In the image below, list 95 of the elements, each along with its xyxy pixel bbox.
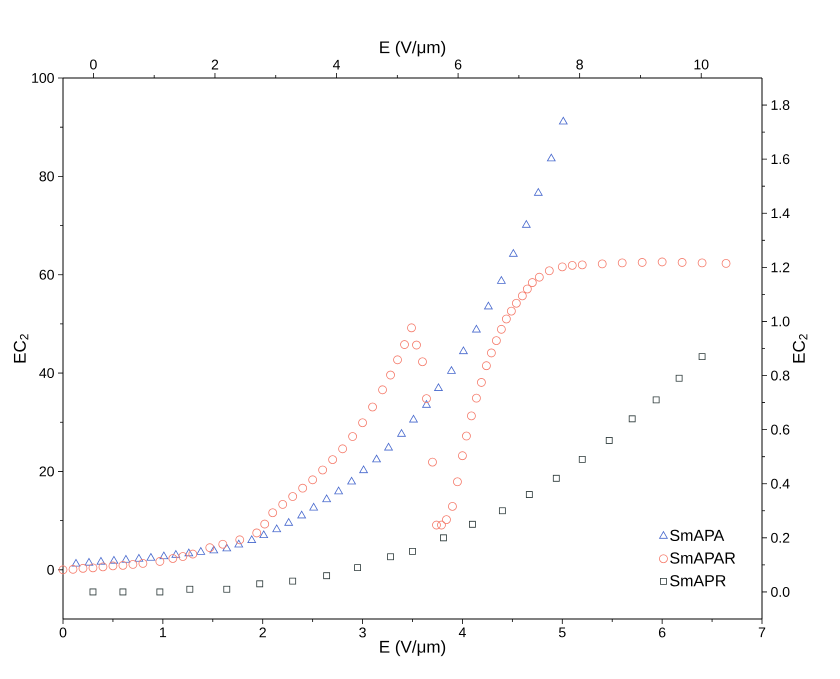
y2-axis-title: EC$_{2}$ xyxy=(792,334,808,362)
point xyxy=(90,588,96,596)
point xyxy=(384,442,393,450)
point xyxy=(186,586,194,593)
point xyxy=(122,555,130,563)
y-axis-title: EC$_{2}$ xyxy=(14,334,28,362)
legend-label: SmAPAR xyxy=(670,552,736,564)
point xyxy=(322,494,331,502)
x-tick-label: 5 xyxy=(558,628,566,638)
point xyxy=(698,353,706,360)
x2-tick-label: 0 xyxy=(90,60,97,70)
point xyxy=(309,502,318,510)
point xyxy=(534,188,543,196)
point xyxy=(84,558,94,566)
point xyxy=(156,588,164,596)
point xyxy=(146,553,156,561)
point xyxy=(469,520,476,528)
point xyxy=(259,530,268,538)
point xyxy=(134,554,144,562)
point xyxy=(209,546,218,554)
point xyxy=(372,454,381,462)
x-tick-label: 1 xyxy=(160,628,166,638)
y2-tick-label: 1.0 xyxy=(772,316,790,326)
x-axis-title: E (V/μm) xyxy=(380,640,446,656)
x-tick-label: 2 xyxy=(260,628,266,638)
point xyxy=(552,474,560,482)
point xyxy=(652,396,660,404)
y-tick-label: 40 xyxy=(39,368,54,378)
y2-tick-label: 1.8 xyxy=(772,100,790,110)
point xyxy=(160,552,168,560)
point xyxy=(359,466,368,474)
point xyxy=(247,535,256,543)
point xyxy=(284,518,293,526)
point xyxy=(297,510,306,518)
y2-tick-label: 1.4 xyxy=(772,208,790,218)
y2-tick-label: 0.8 xyxy=(771,370,790,380)
point xyxy=(222,544,232,552)
point xyxy=(434,383,443,391)
y2-tick-label: 1.2 xyxy=(772,262,790,272)
point xyxy=(256,580,264,588)
point xyxy=(484,302,493,310)
y-tick-label: 60 xyxy=(40,270,54,280)
point xyxy=(628,415,636,422)
point xyxy=(509,249,518,257)
x2-tick-label: 2 xyxy=(212,60,218,70)
point xyxy=(323,572,330,580)
y-tick-label: 20 xyxy=(40,466,54,476)
point xyxy=(272,524,281,532)
point xyxy=(289,578,296,585)
y2-tick-label: 0.6 xyxy=(771,424,790,435)
point xyxy=(120,588,126,596)
y2-tick-label: 0.4 xyxy=(771,478,790,489)
point xyxy=(459,346,468,354)
y2-tick-label: 0.0 xyxy=(771,586,790,597)
point xyxy=(522,220,531,228)
legend-label: SmAPR xyxy=(670,575,726,586)
y-tick-label: 100 xyxy=(32,73,54,83)
point xyxy=(334,486,343,494)
point xyxy=(547,154,556,162)
x2-axis-title: E (V/μm) xyxy=(380,40,446,57)
x-tick-label: 0 xyxy=(60,628,66,638)
point xyxy=(676,374,683,382)
point xyxy=(440,534,447,542)
point xyxy=(498,507,506,514)
point xyxy=(347,476,356,484)
legend-label: SmAPA xyxy=(670,530,724,542)
point xyxy=(409,414,418,422)
x-tick-label: 3 xyxy=(359,628,366,638)
point xyxy=(606,437,613,444)
point xyxy=(558,116,568,124)
point xyxy=(397,429,406,437)
y2-tick-label: 0.2 xyxy=(771,532,790,543)
y-tick-label: 80 xyxy=(40,171,54,182)
point xyxy=(387,553,394,560)
x2-tick-label: 6 xyxy=(454,60,462,70)
x-tick-label: 7 xyxy=(758,628,766,638)
point xyxy=(184,548,194,556)
point xyxy=(72,559,80,567)
x2-tick-label: 10 xyxy=(694,60,708,70)
point xyxy=(526,491,533,498)
point xyxy=(354,564,361,571)
point xyxy=(96,557,106,565)
point xyxy=(409,548,416,555)
y-tick-label: 0 xyxy=(47,564,54,575)
point xyxy=(196,547,206,555)
x-tick-label: 4 xyxy=(458,628,466,638)
point xyxy=(578,456,586,463)
point xyxy=(223,586,230,593)
point xyxy=(472,324,481,332)
point xyxy=(497,276,506,284)
x2-tick-label: 8 xyxy=(576,60,583,70)
point xyxy=(447,366,456,374)
y2-tick-label: 1.6 xyxy=(772,154,790,164)
x2-tick-label: 4 xyxy=(332,60,340,70)
x-tick-label: 6 xyxy=(658,628,666,638)
